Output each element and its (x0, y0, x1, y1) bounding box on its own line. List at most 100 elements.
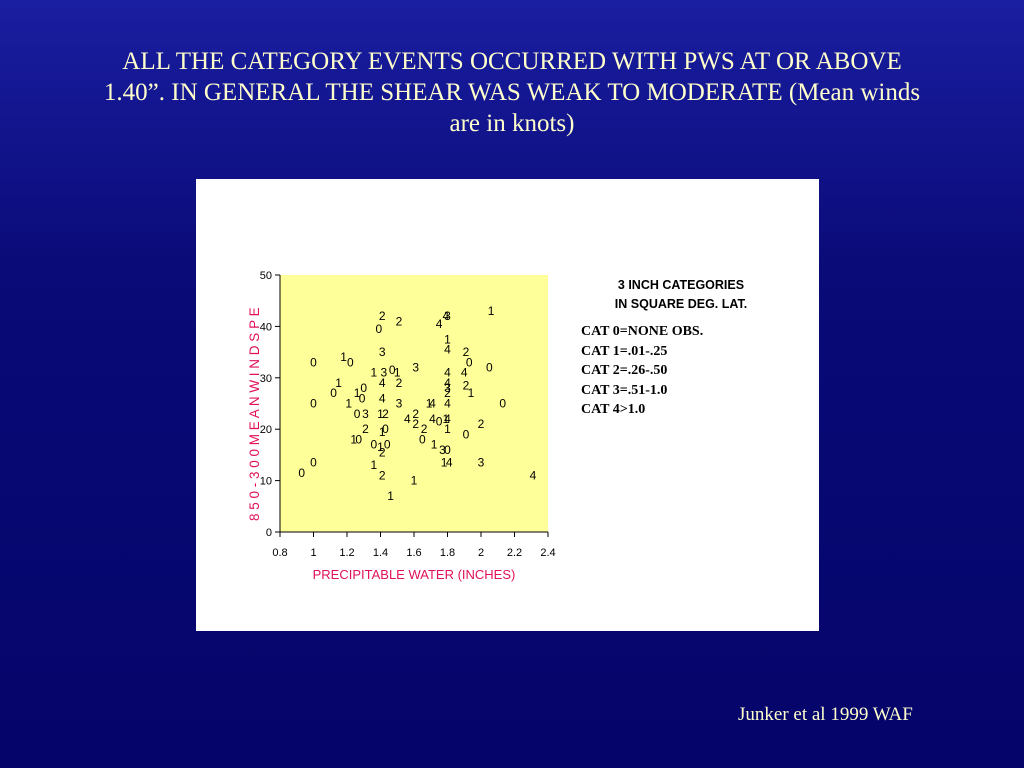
data-point: 2 (478, 417, 485, 431)
data-point: 0 (360, 381, 367, 395)
x-tick-label: 1.2 (339, 547, 354, 559)
data-point: 1 (431, 438, 438, 452)
x-tick-label: 0.8 (272, 547, 287, 559)
data-point: 3 (444, 309, 451, 323)
data-point: 1 (387, 489, 394, 503)
data-point: 2 (396, 314, 403, 328)
data-point: 1 (340, 350, 347, 364)
data-point: 2 (379, 468, 386, 482)
x-tick-label: 2.2 (507, 547, 522, 559)
legend-title-line2: IN SQUARE DEG. LAT. (614, 297, 748, 311)
data-point: 1 (354, 386, 361, 400)
y-tick-label: 40 (260, 321, 272, 333)
y-tick-label: 10 (260, 476, 272, 488)
data-point: 4 (444, 343, 451, 357)
data-point: 4 (444, 412, 451, 426)
data-point: 1 (411, 474, 418, 488)
data-point: 3 (379, 345, 386, 359)
data-point: 1 (379, 425, 386, 439)
data-point: 2 (382, 407, 389, 421)
data-point: 2 (362, 422, 369, 436)
data-point: 0 (359, 391, 366, 405)
data-point: 2 (379, 445, 386, 459)
y-axis-label: 8 5 0 - 3 0 0 M E A N W I N D S P E (247, 307, 262, 521)
data-point: 2 (421, 422, 428, 436)
data-point: 4 (436, 317, 443, 331)
data-point: 1 (335, 376, 342, 390)
data-point: 1 (394, 366, 401, 380)
data-point: 0 (466, 355, 473, 369)
data-point: 0 (463, 427, 470, 441)
data-point: 0 (347, 355, 354, 369)
data-point: 1 (444, 422, 451, 436)
data-point: 2 (463, 379, 470, 393)
data-point: 4 (446, 456, 453, 470)
data-point: 0 (499, 397, 506, 411)
legend-items: CAT 0=NONE OBS. CAT 1=.01-.25 CAT 2=.26-… (581, 322, 781, 420)
data-point: 0 (382, 422, 389, 436)
y-ticks: 0 10 20 30 40 50 (260, 270, 280, 539)
x-tick-label: 1.4 (373, 547, 388, 559)
y-tick-label: 20 (260, 424, 272, 436)
y-tick-label: 0 (266, 527, 272, 539)
data-point: 4 (444, 397, 451, 411)
data-point: 2 (412, 417, 419, 431)
data-point: 4 (444, 366, 451, 380)
slide-title: ALL THE CATEGORY EVENTS OCCURRED WITH PW… (103, 48, 921, 137)
data-point: 0 (389, 363, 396, 377)
y-tick-label: 50 (260, 270, 272, 282)
data-point: 1 (444, 332, 451, 346)
data-point: 2 (396, 376, 403, 390)
legend-item-cat3: CAT 3=.51-1.0 (581, 382, 668, 398)
data-point: 4 (530, 468, 537, 482)
data-point: 4 (379, 376, 386, 390)
data-point: 0 (370, 438, 377, 452)
data-point: 2 (412, 407, 419, 421)
data-point: 3 (381, 366, 388, 380)
legend: 3 INCH CATEGORIES IN SQUARE DEG. LAT. CA… (581, 276, 781, 420)
legend-title: 3 INCH CATEGORIES IN SQUARE DEG. LAT. (581, 276, 781, 314)
data-point: 0 (310, 397, 317, 411)
data-point: 2 (463, 345, 470, 359)
data-point: 4 (444, 376, 451, 390)
data-point: 1 (441, 456, 448, 470)
x-axis-label: PRECIPITABLE WATER (INCHES) (313, 567, 516, 582)
legend-title-line1: 3 INCH CATEGORIES (617, 278, 745, 292)
plot-area (280, 275, 548, 532)
data-point: 4 (429, 397, 436, 411)
data-point: 0 (384, 438, 391, 452)
data-point: 4 (429, 412, 436, 426)
citation: Junker et al 1999 WAF (738, 704, 913, 725)
data-point: 4 (379, 391, 386, 405)
data-point: 0 (444, 443, 451, 457)
data-point: 0 (375, 322, 382, 336)
data-point: 1 (488, 304, 495, 318)
data-point: 1 (345, 397, 352, 411)
data-point: 3 (444, 381, 451, 395)
data-point: 0 (310, 355, 317, 369)
x-tick-label: 1.6 (406, 547, 421, 559)
data-point: 1 (377, 440, 384, 454)
data-point: 0 (419, 432, 426, 446)
data-point: 2 (444, 386, 451, 400)
data-point: 4 (442, 309, 449, 323)
x-tick-label: 2.4 (540, 547, 555, 559)
data-point: 0 (330, 386, 337, 400)
data-point: 1 (370, 458, 377, 472)
data-point: 0 (355, 432, 362, 446)
data-point: 1 (350, 432, 357, 446)
y-tick-label: 30 (260, 373, 272, 385)
x-ticks: 0.8 1 1.2 1.4 1.6 1.8 2 2.2 2.4 (272, 532, 556, 559)
data-point: 0 (486, 361, 493, 375)
x-tick-label: 2 (478, 547, 484, 559)
data-point: 3 (362, 407, 369, 421)
data-point: 0 (354, 407, 361, 421)
data-point: 1 (468, 386, 475, 400)
data-point: 2 (379, 309, 386, 323)
data-point: 3 (396, 397, 403, 411)
legend-item-cat1: CAT 1=.01-.25 (581, 343, 668, 359)
data-point: 0 (436, 414, 443, 428)
